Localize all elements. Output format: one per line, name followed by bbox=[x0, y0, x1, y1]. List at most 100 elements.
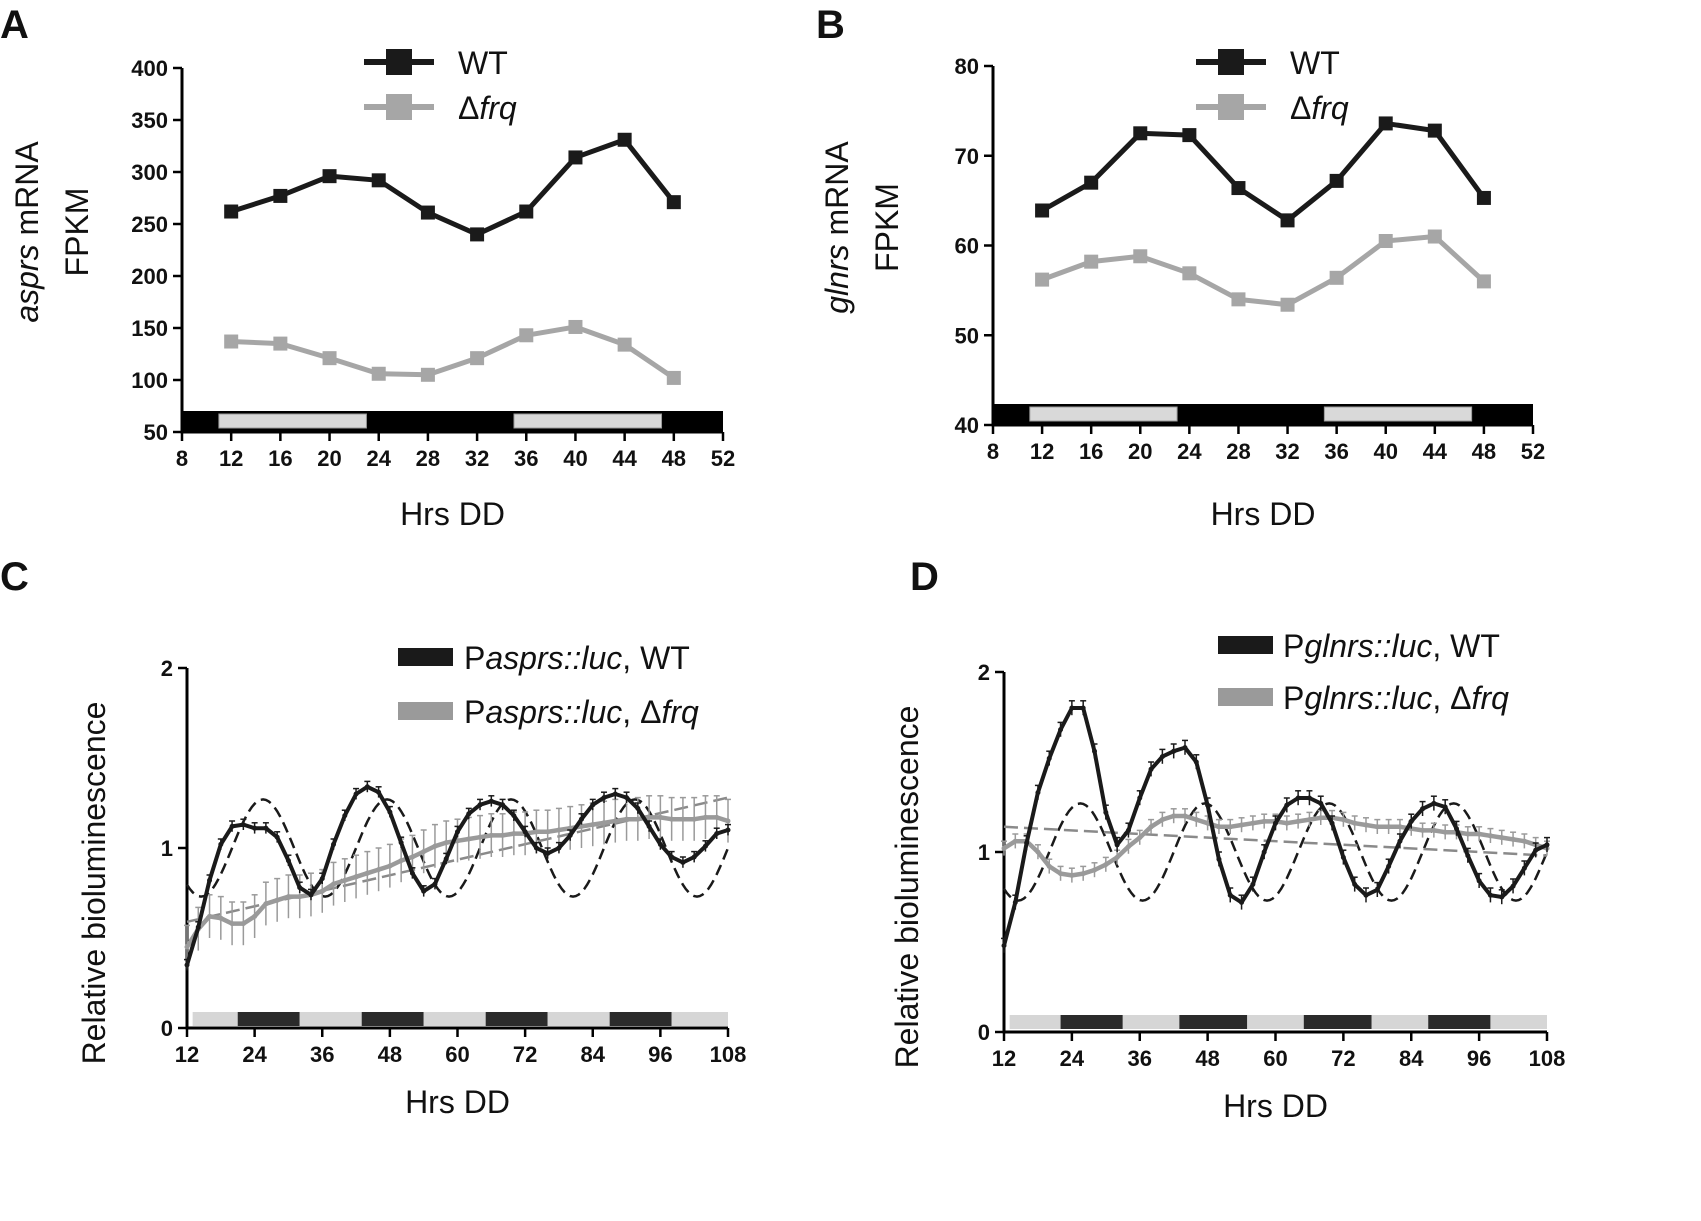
data-point bbox=[240, 822, 246, 828]
data-point bbox=[1080, 871, 1086, 877]
series-wt bbox=[224, 132, 681, 242]
x-tick-label: 16 bbox=[1079, 439, 1103, 464]
data-point bbox=[1239, 899, 1245, 905]
data-point bbox=[207, 877, 213, 883]
data-point bbox=[1352, 820, 1358, 826]
legend-label: Pglnrs::luc, Δfrq bbox=[1283, 680, 1509, 716]
legend-label: Δfrq bbox=[458, 90, 517, 126]
data-point bbox=[455, 829, 460, 835]
x-tick-label: 28 bbox=[1226, 439, 1250, 464]
data-point bbox=[376, 789, 382, 795]
legend-label: Pasprs::luc, WT bbox=[464, 640, 690, 676]
data-point bbox=[1431, 800, 1437, 806]
data-point bbox=[466, 836, 472, 842]
data-point bbox=[353, 791, 359, 797]
data-point bbox=[184, 962, 190, 968]
data-point bbox=[224, 334, 239, 349]
data-point bbox=[1231, 292, 1246, 307]
x-tick-label: 52 bbox=[1521, 439, 1545, 464]
data-point bbox=[240, 921, 246, 927]
data-point bbox=[635, 816, 641, 822]
data-point bbox=[421, 849, 427, 855]
series-line bbox=[185, 784, 729, 966]
x-tick-label: 12 bbox=[1030, 439, 1054, 464]
legend-swatch-marker bbox=[386, 49, 412, 75]
data-point bbox=[1205, 820, 1211, 826]
data-point bbox=[1363, 822, 1369, 828]
axes: 50 100 150 200 250 300 350 400 8 12 16 20 24 28 32 36 40… bbox=[131, 56, 735, 471]
data-point bbox=[1125, 844, 1131, 850]
data-point bbox=[691, 854, 697, 860]
data-point bbox=[224, 204, 239, 219]
data-point bbox=[657, 814, 663, 820]
x-tick-label: 24 bbox=[366, 446, 391, 471]
condition-segment-dark bbox=[1179, 1015, 1248, 1029]
x-tick-label: 36 bbox=[1128, 1046, 1152, 1071]
x-tick-label: 52 bbox=[711, 446, 735, 471]
data-point bbox=[1510, 883, 1516, 889]
series-line bbox=[230, 137, 676, 237]
y-tick-label: 150 bbox=[131, 316, 168, 341]
series-dfrq bbox=[1035, 229, 1491, 312]
condition-bar bbox=[1009, 1015, 1547, 1029]
legend-label: Pglnrs::luc, WT bbox=[1283, 628, 1500, 664]
legend: WT Δfrq bbox=[1196, 45, 1349, 126]
y-axis-title-line2: FPKM bbox=[59, 188, 95, 277]
data-point bbox=[669, 816, 675, 822]
data-point bbox=[522, 829, 528, 835]
data-point bbox=[207, 913, 213, 919]
data-point bbox=[1182, 266, 1197, 281]
data-point bbox=[1171, 748, 1177, 754]
x-tick-label: 16 bbox=[268, 446, 292, 471]
data-point bbox=[533, 845, 539, 851]
condition-segment-light bbox=[1247, 1015, 1304, 1029]
y-tick-label: 80 bbox=[955, 54, 979, 79]
y-tick-label: 60 bbox=[955, 234, 979, 259]
data-point bbox=[1193, 759, 1199, 765]
condition-segment-light bbox=[1122, 1015, 1180, 1029]
x-tick-label: 24 bbox=[1177, 439, 1202, 464]
y-tick-label: 250 bbox=[131, 212, 168, 237]
data-point bbox=[1216, 824, 1222, 830]
data-point bbox=[1306, 795, 1312, 801]
x-tick-label: 12 bbox=[992, 1046, 1016, 1071]
x-tick-label: 8 bbox=[987, 439, 999, 464]
data-point bbox=[1261, 818, 1267, 824]
data-point bbox=[1521, 838, 1527, 844]
data-point bbox=[1284, 820, 1290, 826]
data-point bbox=[1295, 795, 1301, 801]
data-point bbox=[1148, 766, 1154, 772]
data-point bbox=[1103, 809, 1109, 815]
y-tick-label: 1 bbox=[161, 836, 173, 861]
data-point bbox=[1171, 813, 1177, 819]
legend-swatch bbox=[1218, 636, 1273, 654]
x-tick-label: 40 bbox=[563, 446, 587, 471]
x-tick-label: 72 bbox=[1331, 1046, 1355, 1071]
y-tick-label: 2 bbox=[978, 660, 990, 685]
data-point bbox=[567, 832, 573, 838]
data-point bbox=[1476, 878, 1482, 884]
data-point bbox=[691, 816, 697, 822]
condition-segment-light bbox=[1009, 1015, 1061, 1029]
data-point bbox=[1476, 831, 1482, 837]
x-tick-label: 20 bbox=[317, 446, 341, 471]
data-point bbox=[297, 894, 303, 900]
data-point bbox=[556, 827, 562, 833]
legend-item: Pasprs::luc, WT bbox=[398, 640, 690, 676]
axes: 40 50 60 70 80 8 12 16 20 24 28 32 36 40 44 48 52 bbox=[955, 54, 1546, 464]
data-point bbox=[624, 816, 630, 822]
y-tick-label: 40 bbox=[955, 413, 979, 438]
x-tick-label: 96 bbox=[648, 1042, 672, 1067]
x-axis-title: Hrs DD bbox=[1223, 1088, 1328, 1124]
condition-bar bbox=[993, 404, 1533, 425]
data-point bbox=[353, 874, 359, 880]
data-point bbox=[500, 832, 506, 838]
data-point bbox=[545, 829, 551, 835]
data-point bbox=[624, 795, 630, 801]
data-point bbox=[533, 829, 539, 835]
data-point bbox=[1114, 842, 1120, 848]
data-point bbox=[1420, 806, 1426, 812]
data-point bbox=[322, 169, 337, 184]
